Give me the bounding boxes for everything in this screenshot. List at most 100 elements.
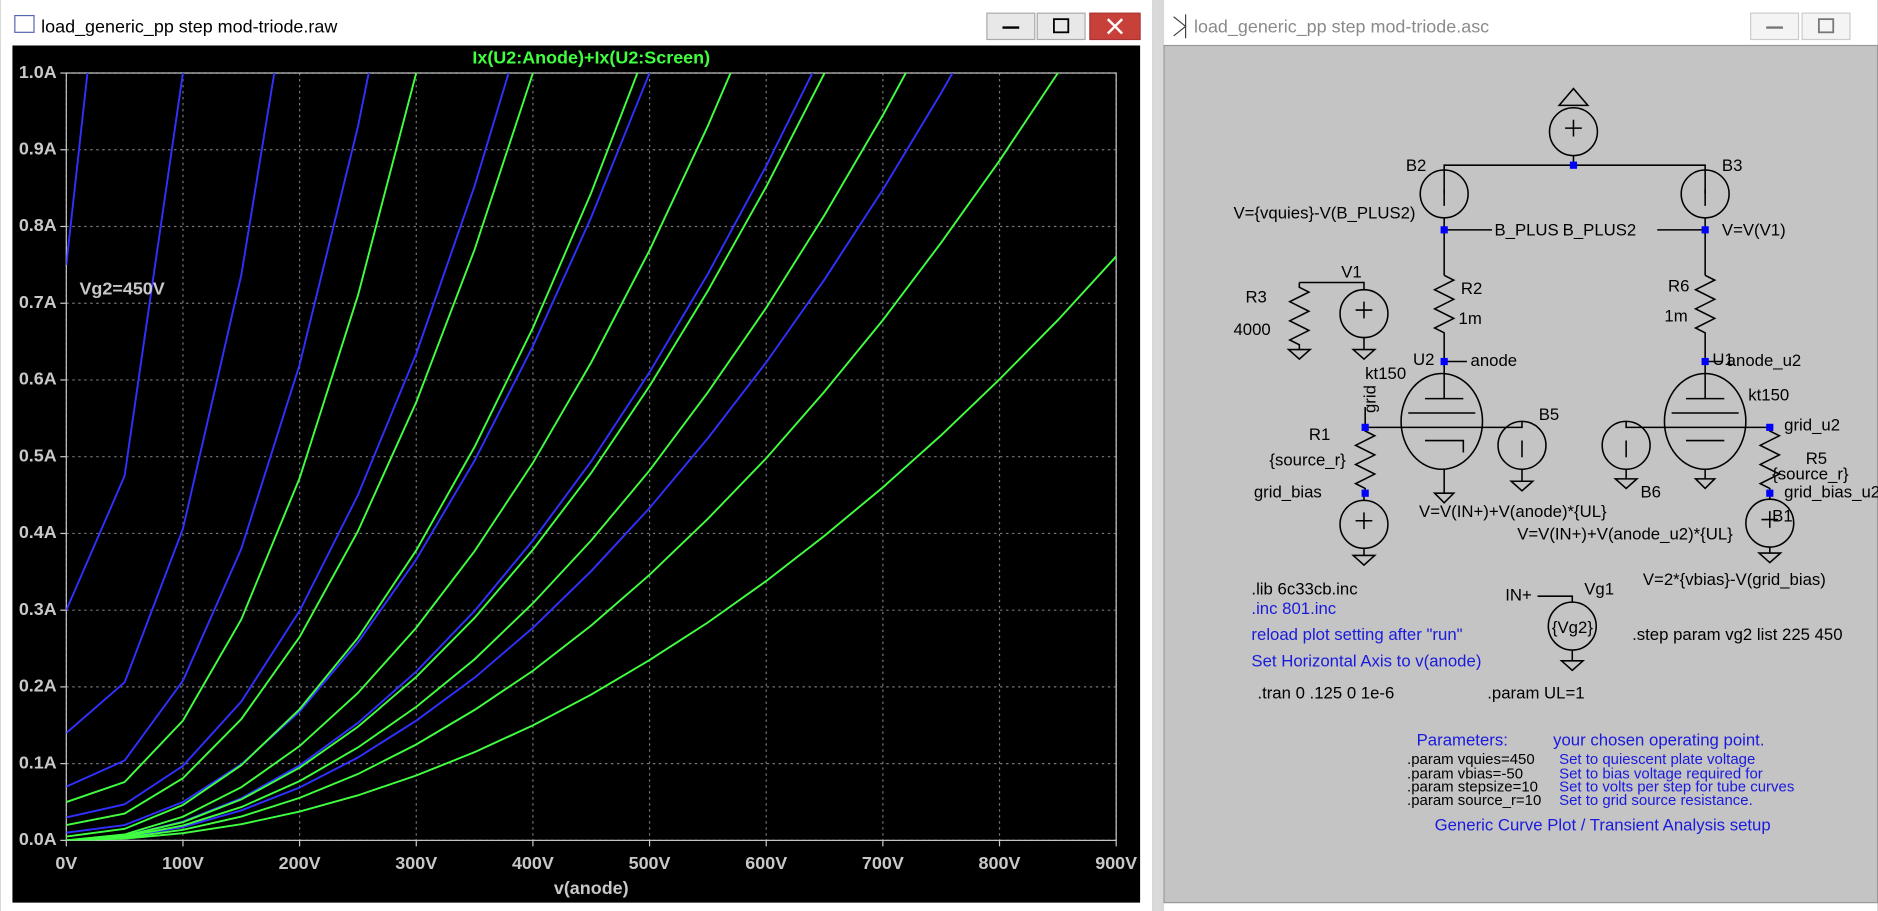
label: .step param vg2 list 225 450 (1632, 625, 1842, 644)
label: .param source_r=10 (1407, 792, 1541, 809)
label: reload plot setting after "run" (1251, 625, 1462, 644)
label: B_PLUS2 (1563, 220, 1637, 239)
app-icon (14, 14, 35, 33)
title-bar (0, 0, 1153, 46)
maximize-button[interactable] (1036, 12, 1086, 41)
label: grid_bias (1254, 483, 1322, 502)
label: V=V(V1) (1722, 220, 1786, 239)
label: 4000 (1233, 320, 1270, 339)
label: V=V(IN+)+V(anode)*{UL} (1419, 502, 1607, 521)
label: Set to grid source resistance. (1559, 792, 1753, 809)
label: .lib 6c33cb.inc (1251, 580, 1357, 599)
label: grid (1361, 385, 1380, 413)
x-tick-label: 100V (162, 853, 204, 873)
x-tick-label: 700V (862, 853, 904, 873)
label: .param vquies=450 (1407, 751, 1535, 768)
curve (66, 73, 534, 826)
label: .tran 0 .125 0 1e-6 (1257, 684, 1394, 703)
label: .param vbias=-50 (1407, 765, 1523, 782)
curve (66, 73, 184, 611)
curve (66, 73, 651, 834)
label: Parameters: (1417, 730, 1508, 749)
label: Set Horizontal Axis to v(anode) (1251, 651, 1481, 670)
label: B1 (1772, 507, 1793, 526)
chart-title: Ix(U2:Anode)+Ix(U2:Screen) (472, 47, 710, 67)
schematic-drawing (1286, 87, 1795, 672)
label: Set to bias voltage required for (1559, 765, 1763, 782)
x-tick-label: 0V (55, 853, 77, 873)
label: anode (1471, 351, 1518, 370)
label: IN+ (1505, 586, 1532, 605)
label: V=2*{vbias}-V(grid_bias) (1643, 570, 1826, 589)
minimize-button[interactable] (1750, 12, 1800, 41)
window-title: load_generic_pp step mod-triode.raw (41, 16, 337, 37)
label: {Vg2} (1552, 618, 1593, 637)
x-tick-label: 400V (512, 853, 554, 873)
x-tick-label: 600V (745, 853, 787, 873)
curve (66, 73, 89, 266)
x-tick-label: 800V (979, 853, 1021, 873)
y-tick-label: 0.5A (19, 445, 57, 465)
label: B5 (1539, 405, 1560, 424)
label: 1m (1664, 307, 1687, 326)
label: B6 (1641, 483, 1662, 502)
x-tick-label: 900V (1095, 853, 1137, 873)
label: B_PLUS (1494, 220, 1558, 239)
label: {source_r} (1269, 450, 1346, 469)
label: V=V(IN+)+V(anode_u2)*{UL} (1517, 525, 1733, 544)
curve (66, 73, 1060, 841)
curve (66, 73, 370, 788)
y-tick-label: 1.0A (19, 62, 57, 82)
y-tick-label: 0.6A (19, 369, 57, 389)
label: U1 (1712, 350, 1733, 369)
label: B3 (1722, 156, 1743, 175)
plot-frame (65, 72, 1117, 841)
label: V={vquies}-V(B_PLUS2) (1233, 204, 1415, 223)
x-tick-label: 200V (279, 853, 321, 873)
curve (66, 255, 1117, 841)
curve (66, 73, 639, 838)
label: B2 (1406, 156, 1427, 175)
plot-area (12, 45, 1141, 903)
annotation: Vg2=450V (79, 278, 164, 298)
y-tick-label: 0.3A (19, 599, 57, 619)
label: R3 (1245, 288, 1266, 307)
label: 1m (1459, 309, 1482, 328)
schematic-canvas (1163, 44, 1878, 904)
curve (66, 73, 826, 841)
label: grid_u2 (1784, 416, 1840, 435)
curve (66, 73, 954, 841)
label: R1 (1309, 425, 1330, 444)
close-button[interactable] (1089, 12, 1141, 41)
minimize-button[interactable] (986, 12, 1036, 41)
y-tick-label: 0.2A (19, 676, 57, 696)
label: V1 (1341, 262, 1362, 281)
label: R2 (1461, 279, 1482, 298)
window-title: load_generic_pp step mod-triode.asc (1194, 16, 1489, 37)
divider (1152, 0, 1165, 911)
x-tick-label: 500V (629, 853, 671, 873)
label: anode_u2 (1727, 351, 1802, 370)
label: Set to volts per step for tube curves (1559, 779, 1794, 796)
label: Generic Curve Plot / Transient Analysis … (1435, 815, 1771, 834)
label: .param UL=1 (1487, 684, 1584, 703)
label: R6 (1668, 277, 1689, 296)
plot: Ix(U2:Anode)+Ix(U2:Screen) 0.0A 0.1A 0.2A 0.… (19, 47, 1137, 898)
y-tick-label: 0.7A (19, 292, 57, 312)
label: R5 (1806, 449, 1827, 468)
label: kt150 (1365, 364, 1406, 383)
y-tick-label: 0.8A (19, 215, 57, 235)
y-tick-label: 0.4A (19, 522, 57, 542)
y-tick-label: 0.9A (19, 138, 57, 158)
maximize-button[interactable] (1801, 12, 1851, 41)
y-tick-label: 0.0A (19, 829, 57, 849)
schematic-labels: B2 B3 V={vquies}-V(B_PLUS2) B_PLUS B_PLU… (1233, 156, 1878, 835)
x-axis-label: v(anode) (554, 878, 629, 898)
label: {source_r} (1772, 465, 1849, 484)
app-icon (1173, 14, 1187, 39)
label: Vg1 (1584, 580, 1614, 599)
curve (66, 73, 276, 734)
label: Set to quiescent plate voltage (1559, 751, 1755, 768)
